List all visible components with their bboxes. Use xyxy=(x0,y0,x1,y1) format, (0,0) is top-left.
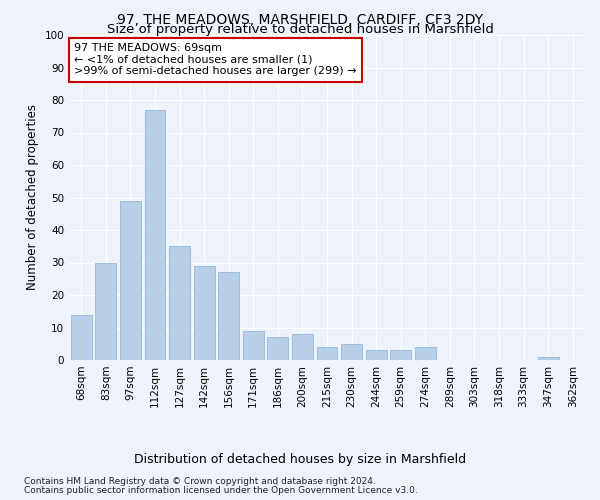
Bar xyxy=(365,350,386,360)
Bar xyxy=(95,262,116,360)
Text: 97, THE MEADOWS, MARSHFIELD, CARDIFF, CF3 2DY: 97, THE MEADOWS, MARSHFIELD, CARDIFF, CF… xyxy=(117,12,483,26)
Bar xyxy=(120,200,141,360)
Bar xyxy=(243,331,264,360)
Bar xyxy=(317,347,337,360)
Bar xyxy=(390,350,411,360)
Bar xyxy=(538,357,559,360)
Bar xyxy=(292,334,313,360)
Text: Size of property relative to detached houses in Marshfield: Size of property relative to detached ho… xyxy=(107,24,493,36)
Bar xyxy=(71,314,92,360)
Bar xyxy=(145,110,166,360)
Text: 97 THE MEADOWS: 69sqm
← <1% of detached houses are smaller (1)
>99% of semi-deta: 97 THE MEADOWS: 69sqm ← <1% of detached … xyxy=(74,43,356,76)
Text: Contains HM Land Registry data © Crown copyright and database right 2024.: Contains HM Land Registry data © Crown c… xyxy=(24,477,376,486)
Bar xyxy=(169,246,190,360)
Bar xyxy=(415,347,436,360)
Text: Distribution of detached houses by size in Marshfield: Distribution of detached houses by size … xyxy=(134,452,466,466)
Bar xyxy=(194,266,215,360)
Y-axis label: Number of detached properties: Number of detached properties xyxy=(26,104,39,290)
Text: Contains public sector information licensed under the Open Government Licence v3: Contains public sector information licen… xyxy=(24,486,418,495)
Bar xyxy=(341,344,362,360)
Bar xyxy=(268,337,289,360)
Bar xyxy=(218,272,239,360)
